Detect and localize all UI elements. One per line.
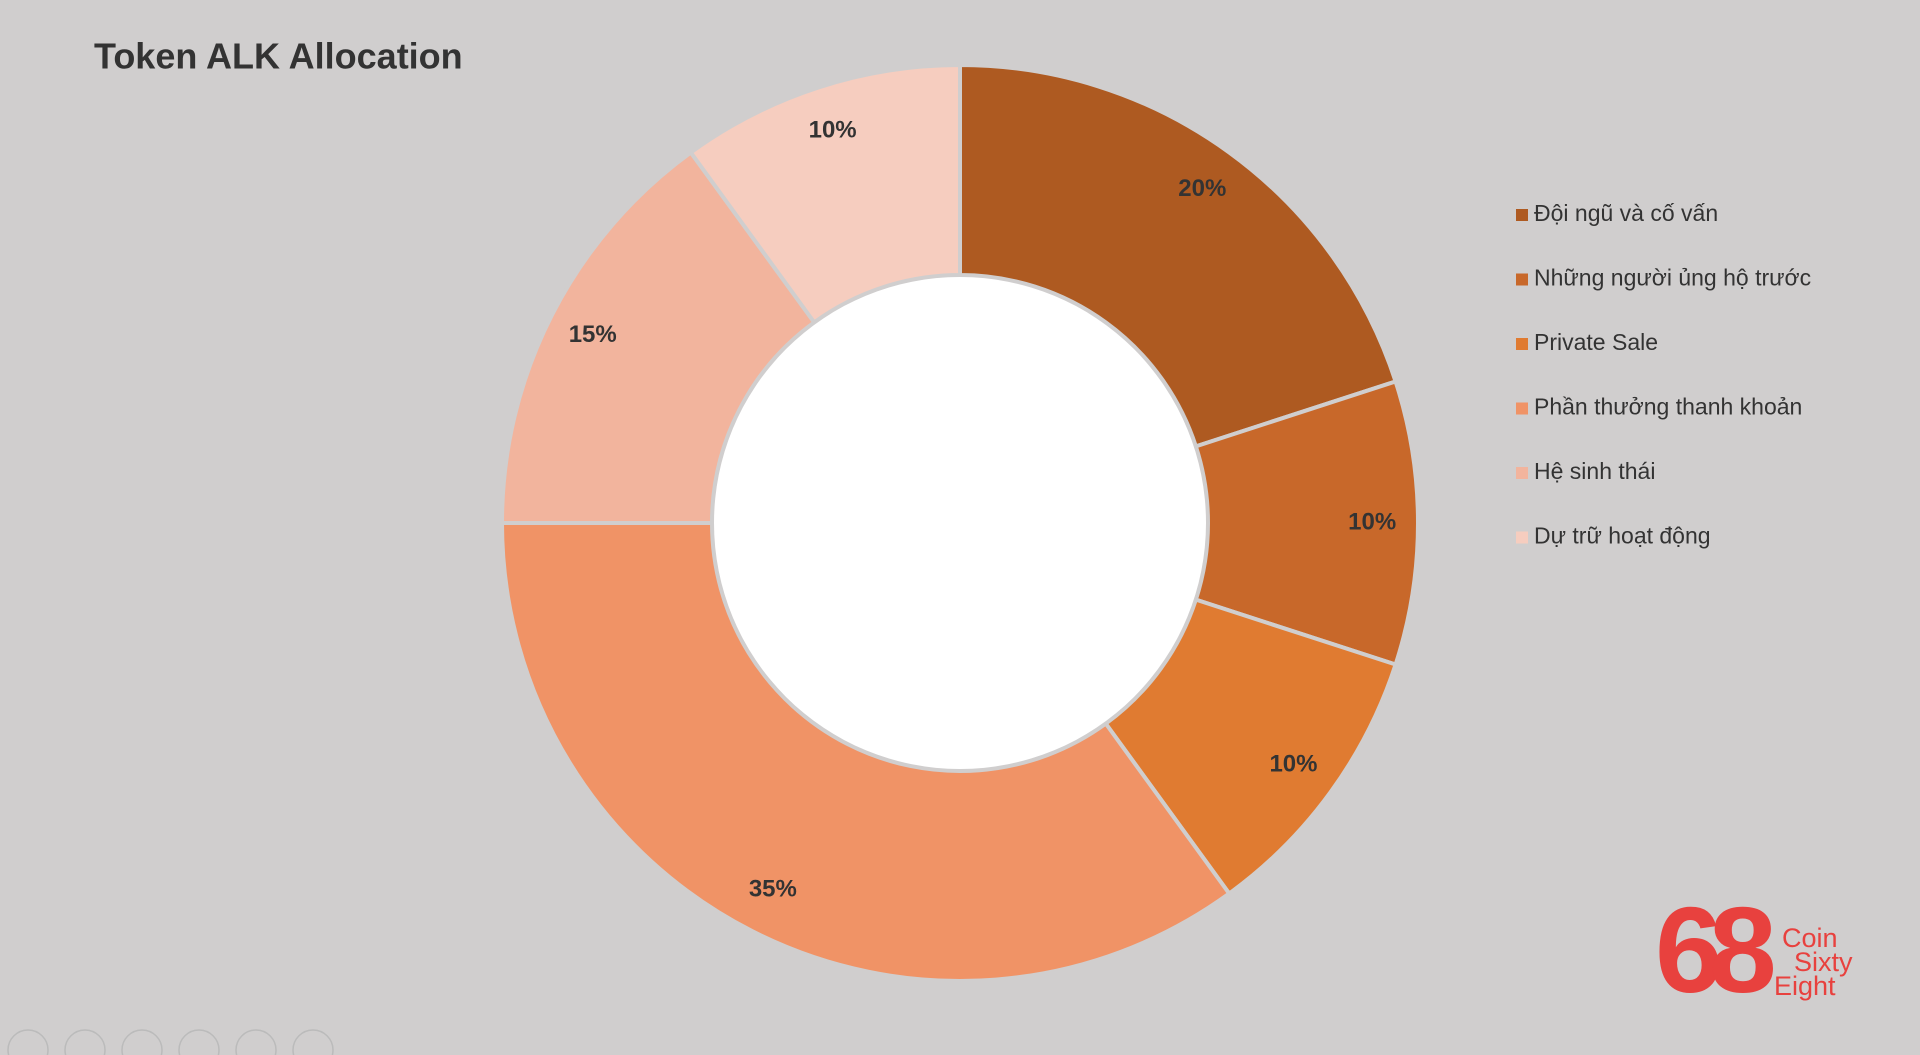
legend-swatch bbox=[1516, 338, 1528, 350]
donut-slice bbox=[499, 521, 1233, 983]
legend-label: Dự trữ hoạt động bbox=[1534, 523, 1711, 549]
logo-text: Eight bbox=[1774, 971, 1836, 1001]
donut-slice bbox=[958, 62, 1399, 449]
logo-text: Coin bbox=[1782, 923, 1838, 953]
slide-controls[interactable] bbox=[7, 1029, 334, 1055]
legend-label: Phần thưởng thanh khoản bbox=[1534, 394, 1802, 420]
legend-label: Hệ sinh thái bbox=[1534, 458, 1655, 484]
chart-title: Token ALK Allocation bbox=[94, 36, 463, 77]
donut-hole bbox=[714, 277, 1206, 769]
data-label: 35% bbox=[749, 876, 797, 903]
legend-swatch bbox=[1516, 467, 1528, 479]
pen-button[interactable] bbox=[121, 1029, 163, 1055]
zoom-button[interactable] bbox=[235, 1029, 277, 1055]
next-button[interactable] bbox=[64, 1029, 106, 1055]
legend-swatch bbox=[1516, 402, 1528, 415]
legend-label: Những người ủng hộ trước bbox=[1534, 265, 1811, 291]
more-button[interactable] bbox=[292, 1029, 334, 1055]
donut-slice bbox=[499, 149, 818, 525]
data-label: 20% bbox=[1178, 175, 1226, 202]
data-label: 10% bbox=[1269, 751, 1317, 778]
legend-label: Private Sale bbox=[1534, 329, 1658, 355]
data-label: 15% bbox=[569, 321, 617, 348]
logo: 68 Coin Sixty Eight bbox=[1655, 882, 1853, 1018]
prev-button[interactable] bbox=[7, 1029, 49, 1055]
legend-swatch bbox=[1516, 273, 1528, 286]
legend-swatch bbox=[1516, 209, 1528, 221]
logo-mark: 68 bbox=[1655, 882, 1774, 1018]
legend-swatch bbox=[1516, 531, 1528, 544]
logo-text: Sixty bbox=[1794, 947, 1853, 977]
slides-button[interactable] bbox=[178, 1029, 220, 1055]
donut-slice bbox=[688, 62, 962, 326]
data-label: 10% bbox=[1348, 508, 1396, 535]
donut-slice bbox=[1193, 378, 1420, 668]
data-label: 10% bbox=[809, 116, 857, 143]
legend-label: Đội ngũ và cố vấn bbox=[1534, 200, 1718, 226]
